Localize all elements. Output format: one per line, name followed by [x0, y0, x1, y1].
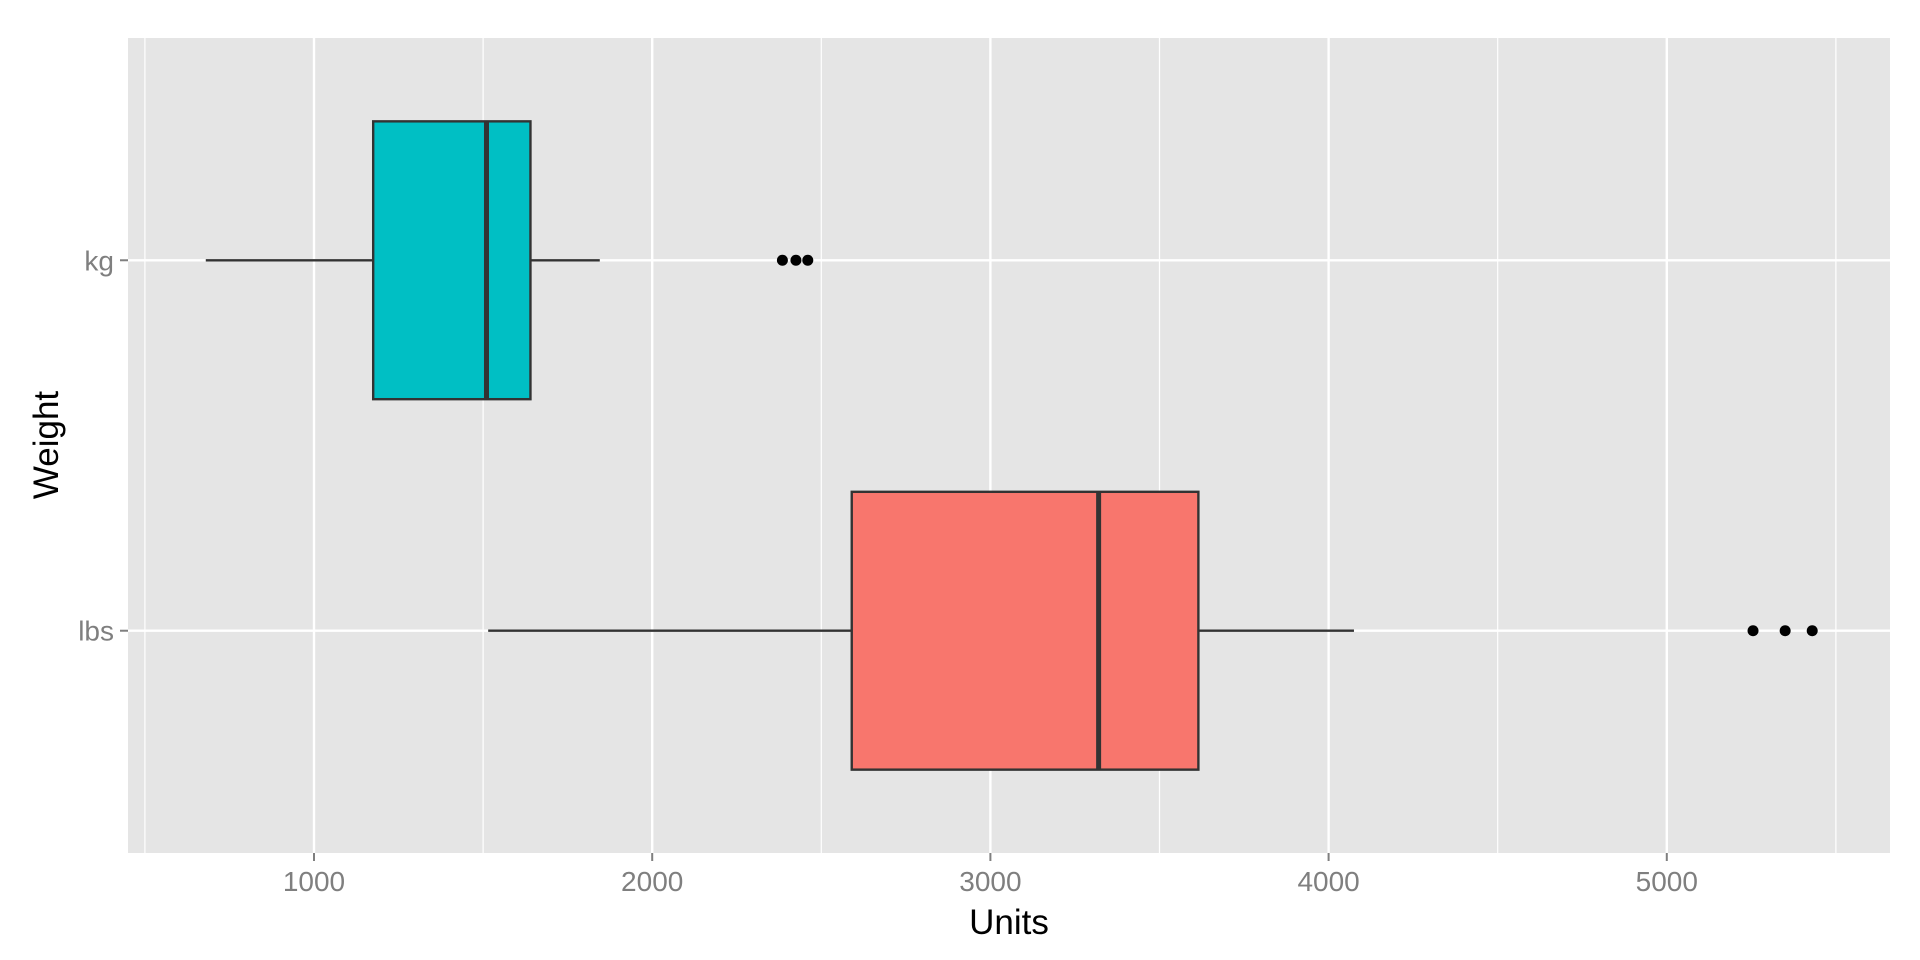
- outlier-point: [1806, 625, 1818, 637]
- x-axis-title: Units: [969, 903, 1049, 942]
- y-tick-label: kg: [84, 245, 114, 276]
- x-tick-label: 5000: [1636, 866, 1698, 897]
- outlier-point: [776, 254, 788, 266]
- x-tick-label: 3000: [959, 866, 1021, 897]
- box-layer: [205, 120, 1818, 771]
- box-lbs: [850, 490, 1200, 771]
- outlier-point: [1779, 625, 1791, 637]
- x-tick-label: 2000: [621, 866, 683, 897]
- y-axis-title: Weight: [27, 391, 66, 500]
- y-axis: kg lbs: [78, 245, 128, 647]
- outlier-point: [1747, 625, 1759, 637]
- x-axis: 1000 2000 3000 4000 5000: [283, 853, 1698, 897]
- x-tick-label: 4000: [1297, 866, 1359, 897]
- x-tick-label: 1000: [283, 866, 345, 897]
- outlier-point: [790, 254, 802, 266]
- box-kg: [371, 120, 532, 401]
- outlier-point: [802, 254, 814, 266]
- y-tick-label: lbs: [78, 616, 114, 647]
